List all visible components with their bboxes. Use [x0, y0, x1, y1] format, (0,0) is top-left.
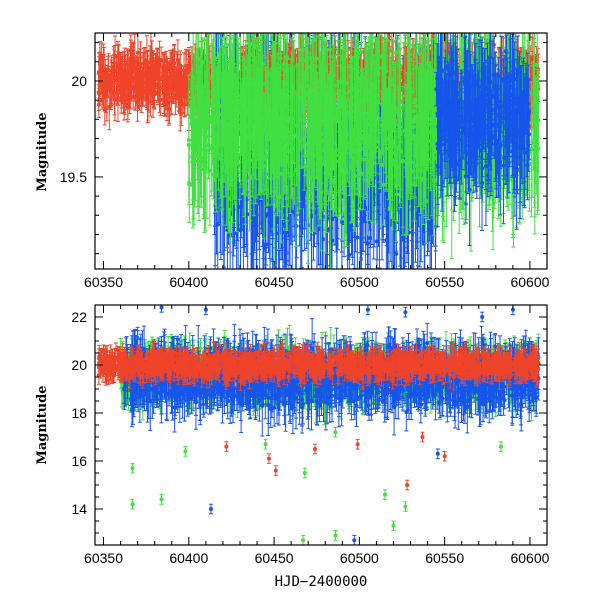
top-red-point [112, 62, 117, 80]
x-tick-label: 60500 [340, 274, 379, 290]
top-red-point [151, 61, 156, 89]
top-red-point [165, 65, 170, 93]
top-red-point [115, 82, 120, 105]
top-red-point [160, 52, 165, 105]
top-red-point [175, 39, 180, 82]
top-y-axis-label: Magnitude [35, 112, 50, 191]
top-red-point [118, 71, 123, 102]
top-red-point [137, 66, 142, 107]
bottom-panel: 60350 60400 60450 60500 60550 606001416182022… [35, 304, 550, 590]
top-red-point [166, 91, 171, 126]
x-tick-label: 60350 [84, 274, 123, 290]
top-red-point [143, 52, 148, 100]
top-data-marks [96, 33, 541, 269]
top-red-point [98, 67, 103, 86]
top-red-point [136, 57, 141, 82]
top-red-point [100, 90, 105, 110]
top-red-point [129, 42, 134, 97]
top-red-point [125, 67, 130, 102]
top-red-point [168, 49, 173, 84]
x-tick-label: 60600 [510, 274, 549, 290]
top-red-point [179, 65, 184, 102]
x-tick-label: 60450 [255, 274, 294, 290]
top-red-point [157, 63, 162, 114]
y-tick-label: 19.5 [60, 169, 87, 185]
top-red-point [106, 53, 111, 87]
y-tick-label: 20 [71, 73, 87, 89]
x-tick-label: 60550 [425, 274, 464, 290]
bottom-data-marks [96, 305, 541, 545]
top-panel: 60350 60400 60450 60500 60550 60600 19.5 20 Mag… [35, 32, 550, 290]
top-red-point [169, 81, 174, 114]
top-red-point [133, 65, 138, 108]
top-red-point [101, 64, 106, 84]
top-red-point [96, 91, 101, 118]
top-red-point [97, 40, 102, 88]
top-red-point [183, 75, 188, 92]
x-tick-label: 60400 [169, 274, 208, 290]
top-red-point [109, 74, 114, 108]
